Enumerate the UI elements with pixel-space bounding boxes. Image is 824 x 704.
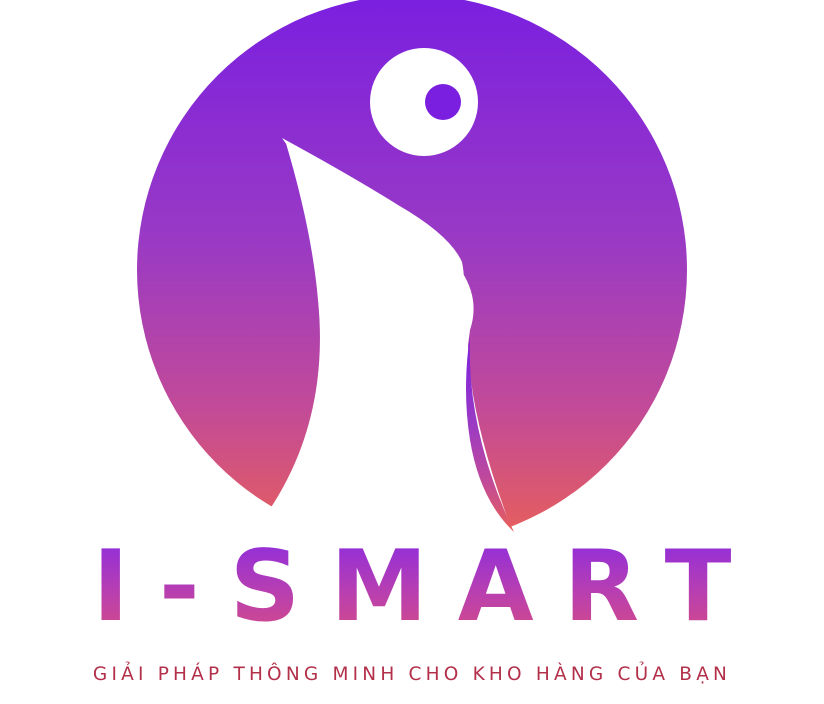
tagline: GIẢI PHÁP THÔNG MINH CHO KHO HÀNG CỦA BẠ…	[92, 664, 732, 685]
logo-head-dot	[425, 84, 461, 120]
logo-body-swoosh	[282, 138, 464, 496]
brand-name: I-SMART	[0, 532, 824, 642]
i-smart-person-icon	[137, 0, 687, 540]
logo-head-ring	[370, 48, 478, 156]
logo-right-leg	[466, 335, 514, 532]
